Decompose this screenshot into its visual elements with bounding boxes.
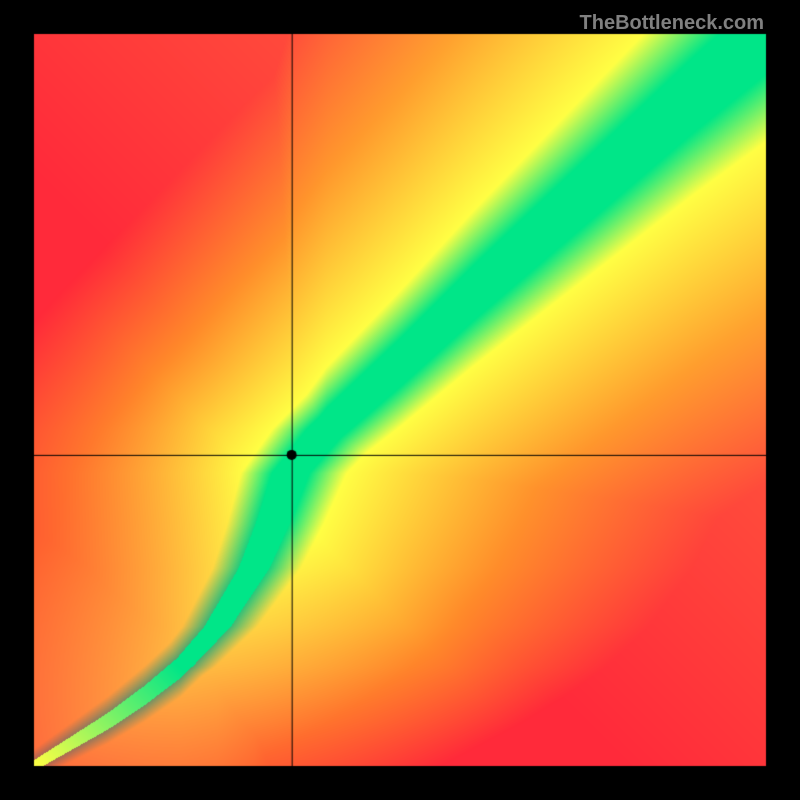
watermark-text: TheBottleneck.com [580,12,764,35]
chart-container: TheBottleneck.com [0,0,800,800]
bottleneck-heatmap [0,0,800,800]
